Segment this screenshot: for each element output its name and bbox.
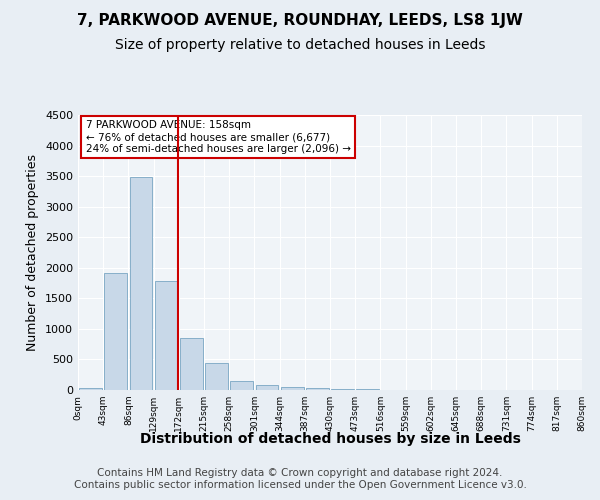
Bar [281, 387, 304, 390]
Text: Contains HM Land Registry data © Crown copyright and database right 2024.
Contai: Contains HM Land Registry data © Crown c… [74, 468, 526, 490]
Bar [180, 338, 203, 390]
Bar [205, 362, 228, 390]
Bar [331, 389, 354, 390]
Bar [256, 385, 278, 390]
Y-axis label: Number of detached properties: Number of detached properties [26, 154, 40, 351]
Bar [79, 388, 102, 390]
Text: 7, PARKWOOD AVENUE, ROUNDHAY, LEEDS, LS8 1JW: 7, PARKWOOD AVENUE, ROUNDHAY, LEEDS, LS8… [77, 12, 523, 28]
Bar [130, 178, 152, 390]
Text: Size of property relative to detached houses in Leeds: Size of property relative to detached ho… [115, 38, 485, 52]
Bar [306, 388, 329, 390]
Text: Distribution of detached houses by size in Leeds: Distribution of detached houses by size … [140, 432, 520, 446]
Bar [155, 281, 178, 390]
Bar [230, 382, 253, 390]
Text: 7 PARKWOOD AVENUE: 158sqm
← 76% of detached houses are smaller (6,677)
24% of se: 7 PARKWOOD AVENUE: 158sqm ← 76% of detac… [86, 120, 350, 154]
Bar [104, 272, 127, 390]
